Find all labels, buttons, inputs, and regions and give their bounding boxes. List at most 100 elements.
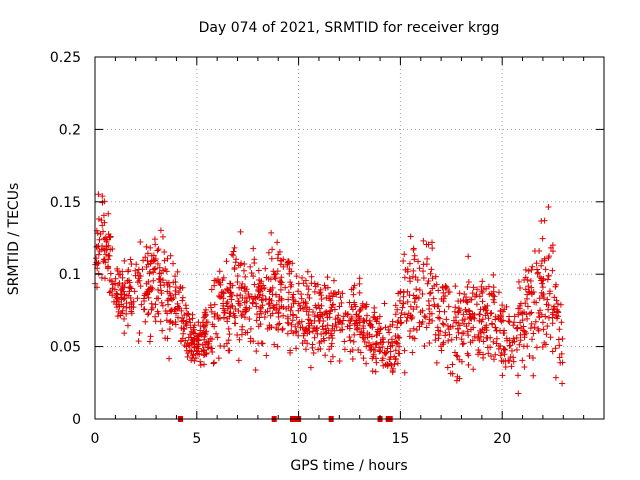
data-point	[359, 300, 366, 307]
data-point	[285, 289, 292, 296]
data-point	[535, 325, 542, 332]
data-point	[322, 330, 329, 337]
data-point	[223, 300, 230, 307]
data-point	[298, 291, 305, 298]
data-point	[428, 239, 435, 246]
data-point	[208, 286, 215, 293]
data-point	[373, 318, 380, 325]
data-point	[526, 310, 533, 317]
data-point	[487, 310, 494, 317]
data-point	[401, 274, 408, 281]
data-point	[255, 283, 262, 290]
data-point	[219, 277, 226, 284]
data-point	[427, 270, 434, 277]
data-point	[227, 304, 234, 311]
data-point	[220, 314, 227, 321]
data-point	[471, 333, 478, 340]
data-point	[271, 341, 278, 348]
data-point	[531, 324, 538, 331]
grid-lines	[95, 57, 604, 419]
data-point	[460, 340, 467, 347]
data-point	[208, 336, 215, 343]
data-point	[306, 306, 313, 313]
x-tick-label: 20	[493, 431, 511, 447]
data-point	[399, 304, 406, 311]
data-point	[387, 323, 394, 330]
data-point	[327, 358, 334, 365]
data-point	[410, 292, 417, 299]
data-point	[388, 362, 395, 369]
data-point	[373, 340, 380, 347]
data-point	[143, 264, 150, 271]
data-point	[287, 307, 294, 314]
data-point	[517, 331, 524, 338]
data-point	[400, 293, 407, 300]
data-point	[318, 338, 325, 345]
data-point	[369, 368, 376, 375]
data-point	[544, 323, 551, 330]
data-point	[175, 314, 182, 321]
data-point	[503, 303, 510, 310]
data-point	[458, 358, 465, 365]
data-point	[525, 267, 532, 274]
data-point	[490, 356, 497, 363]
data-point	[545, 272, 552, 279]
data-point	[508, 347, 515, 354]
data-point	[256, 314, 263, 321]
data-point	[515, 390, 522, 397]
data-point	[502, 346, 509, 353]
data-point	[437, 328, 444, 335]
data-point	[203, 349, 210, 356]
data-point	[318, 302, 325, 309]
data-point	[481, 329, 488, 336]
data-point	[435, 335, 442, 342]
data-point	[439, 320, 446, 327]
data-point	[183, 347, 190, 354]
data-point	[217, 294, 224, 301]
data-point	[255, 267, 262, 274]
data-point	[159, 233, 166, 240]
data-point	[524, 315, 531, 322]
data-point	[519, 310, 526, 317]
data-point	[255, 340, 262, 347]
data-point	[151, 236, 158, 243]
data-point	[221, 307, 228, 314]
data-point	[237, 302, 244, 309]
data-point	[197, 322, 204, 329]
data-point	[190, 324, 197, 331]
data-point	[234, 278, 241, 285]
data-point	[358, 304, 365, 311]
data-point	[365, 339, 372, 346]
data-point	[251, 259, 258, 266]
data-point	[411, 299, 418, 306]
data-point	[204, 344, 211, 351]
data-point	[114, 267, 121, 274]
data-point	[166, 326, 173, 333]
data-point	[251, 281, 258, 288]
data-point	[304, 268, 311, 275]
data-point	[528, 336, 535, 343]
data-point	[528, 266, 535, 273]
data-point	[401, 251, 408, 258]
data-point	[189, 355, 196, 362]
data-point	[542, 313, 549, 320]
data-point	[464, 283, 471, 290]
data-point	[277, 281, 284, 288]
data-point	[364, 334, 371, 341]
data-point	[324, 284, 331, 291]
data-point	[317, 346, 324, 353]
data-point	[165, 279, 172, 286]
data-point	[288, 321, 295, 328]
data-point	[429, 245, 436, 252]
data-point	[156, 264, 163, 271]
data-point	[371, 314, 378, 321]
data-point	[505, 318, 512, 325]
data-point	[279, 325, 286, 332]
data-point	[159, 277, 166, 284]
data-point	[270, 268, 277, 275]
data-point	[358, 328, 365, 335]
data-point	[454, 353, 461, 360]
data-point	[98, 246, 105, 253]
data-point	[106, 277, 113, 284]
data-point	[285, 320, 292, 327]
